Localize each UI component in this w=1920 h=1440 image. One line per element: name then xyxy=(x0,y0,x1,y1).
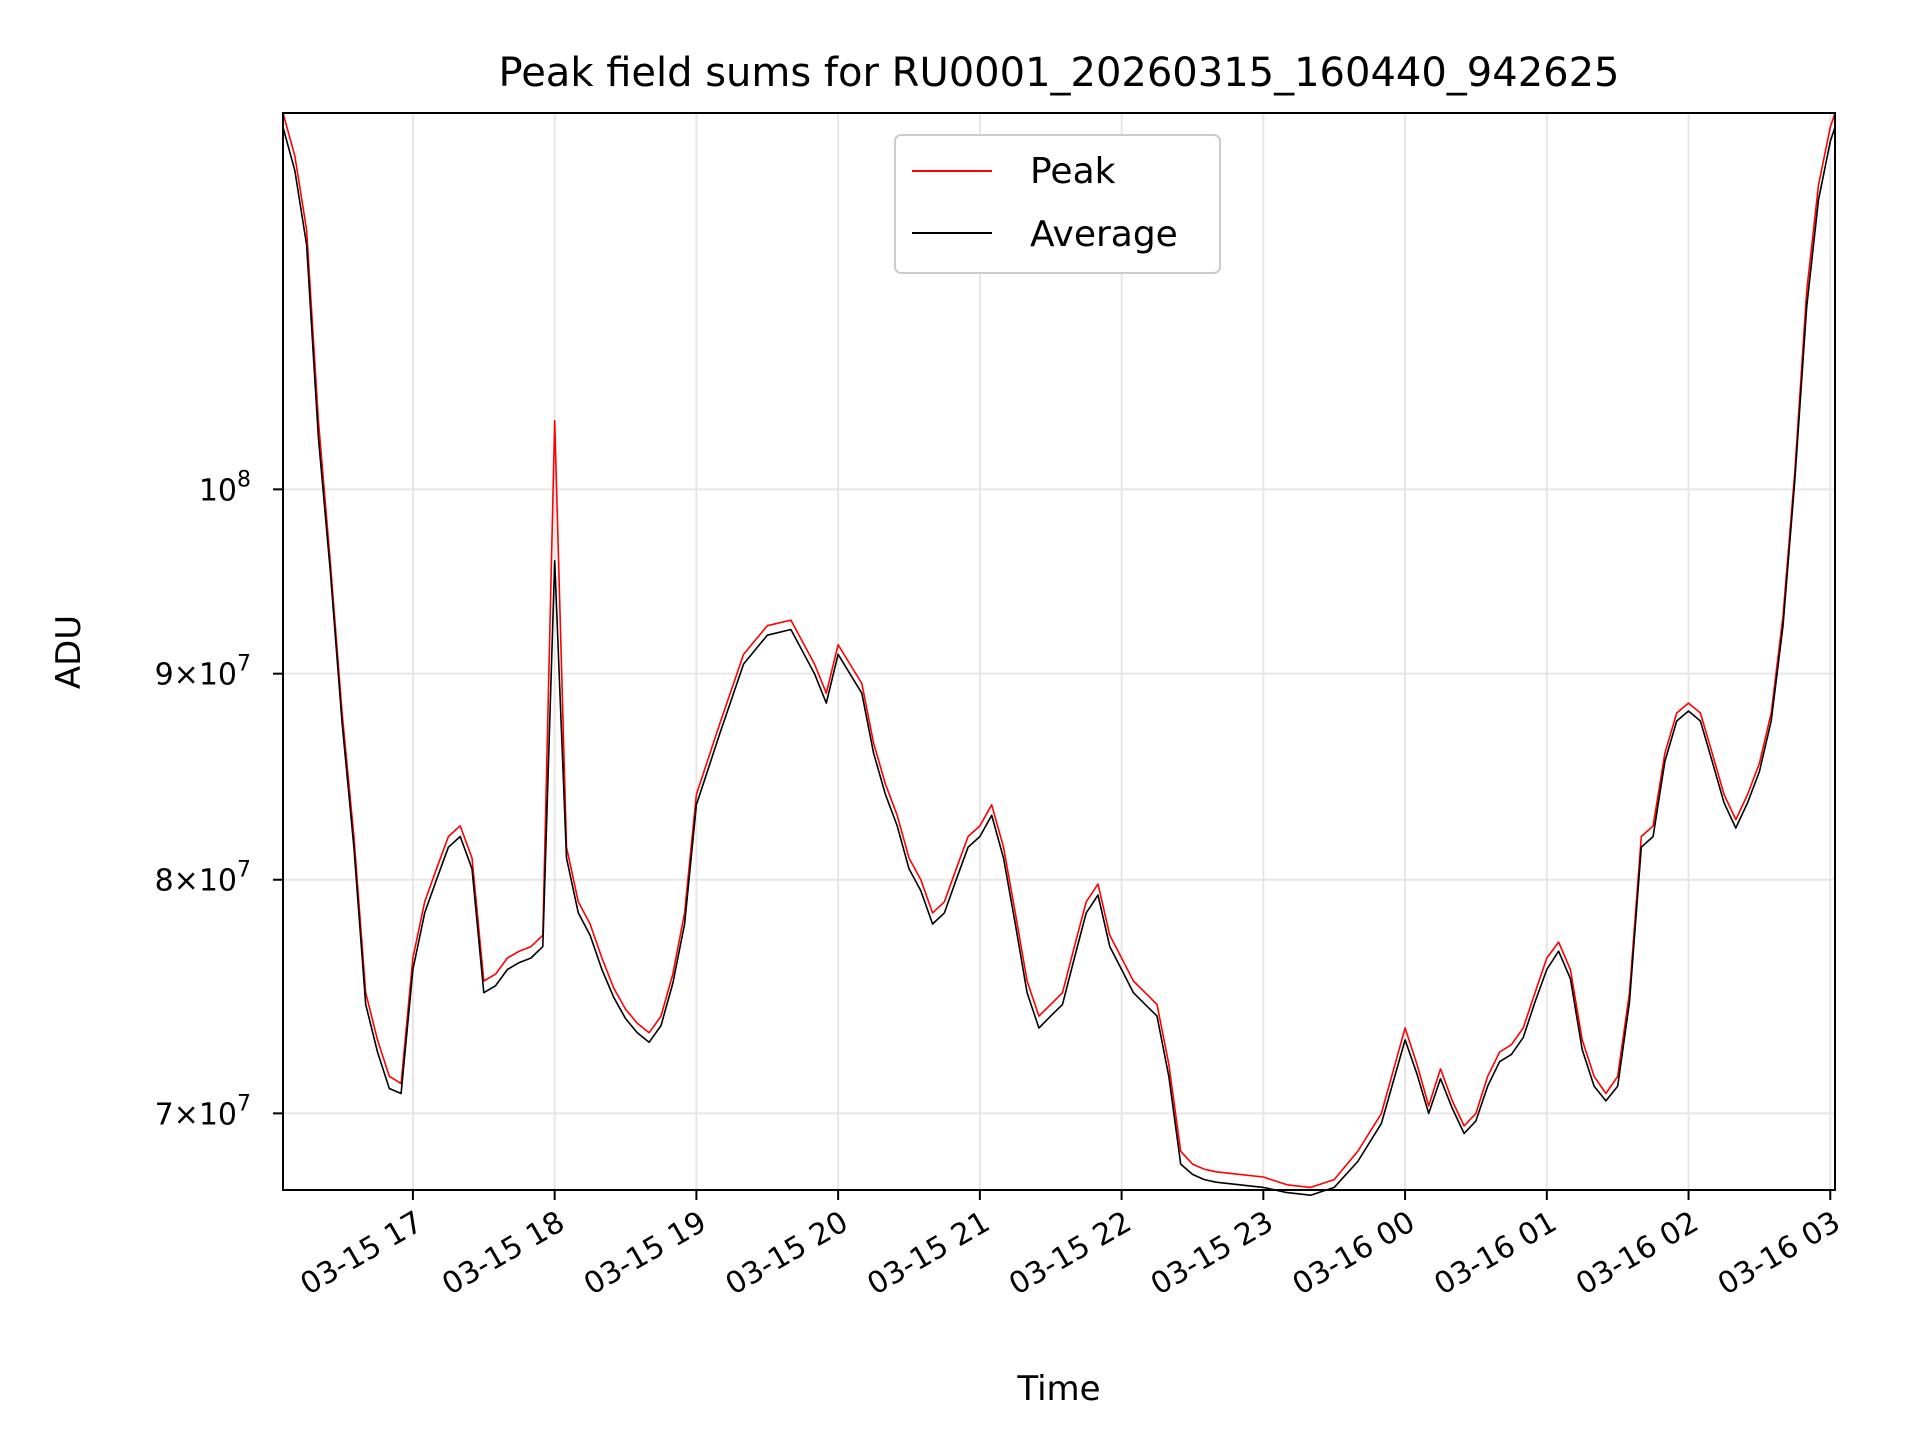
series-peak-line xyxy=(282,112,1836,1189)
legend-box xyxy=(894,134,1221,274)
y-axis-label: ADU xyxy=(49,615,89,689)
series-lines xyxy=(282,112,1836,1196)
chart-title: Peak field sums for RU0001_20260315_1604… xyxy=(499,50,1620,96)
plot-frame xyxy=(282,112,1836,1191)
legend-peak-label: Peak xyxy=(1030,151,1116,192)
legend-average-label: Average xyxy=(1030,214,1178,255)
y-tick-exponent: 7 xyxy=(237,1091,251,1116)
legend: Peak Average xyxy=(894,134,1221,274)
gridlines xyxy=(283,113,1835,1190)
y-tick-label: 9×107 xyxy=(155,652,251,693)
y-tick-exponent: 8 xyxy=(237,467,251,492)
y-tick-exponent: 7 xyxy=(237,652,251,677)
y-tick-label: 7×107 xyxy=(155,1091,251,1132)
y-tick-exponent: 7 xyxy=(237,858,251,883)
x-axis-label: Time xyxy=(1016,1369,1100,1409)
series-average-line xyxy=(282,126,1836,1196)
y-tick-label: 8×107 xyxy=(155,858,251,899)
